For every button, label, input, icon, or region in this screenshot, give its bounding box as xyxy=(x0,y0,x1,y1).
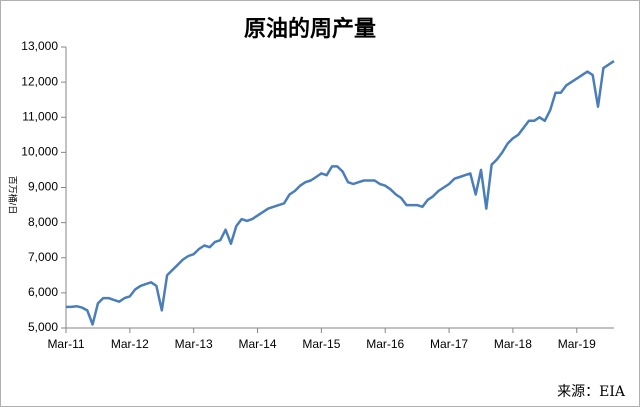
y-axis-label: 百万桶/日 xyxy=(8,176,19,215)
chart-title: 原油的周产量 xyxy=(244,16,376,42)
x-tick-label: Mar-15 xyxy=(302,337,340,351)
x-tick-label: Mar-16 xyxy=(366,337,404,351)
y-tick-label: 12,000 xyxy=(21,74,58,88)
x-tick-label: Mar-13 xyxy=(175,337,213,351)
y-tick-label: 10,000 xyxy=(21,145,58,159)
x-tick-label: Mar-18 xyxy=(494,337,532,351)
y-tick-label: 5,000 xyxy=(28,320,58,334)
y-tick-label: 6,000 xyxy=(28,285,58,299)
line xyxy=(66,60,615,326)
y-tick-label: 7,000 xyxy=(28,250,58,264)
y-tick-label: 8,000 xyxy=(28,215,58,229)
x-tick-label: Mar-14 xyxy=(239,337,277,351)
x-tick-label: Mar-12 xyxy=(111,337,149,351)
x-tick-label: Mar-19 xyxy=(558,337,596,351)
x-tick-label: Mar-11 xyxy=(47,337,84,351)
y-tick-label: 13,000 xyxy=(21,39,58,53)
y-tick-label: 9,000 xyxy=(28,180,58,194)
y-tick-label: 11,000 xyxy=(22,109,58,123)
source: 来源：EIA xyxy=(557,384,626,400)
x-tick-label: Mar-17 xyxy=(430,337,468,351)
